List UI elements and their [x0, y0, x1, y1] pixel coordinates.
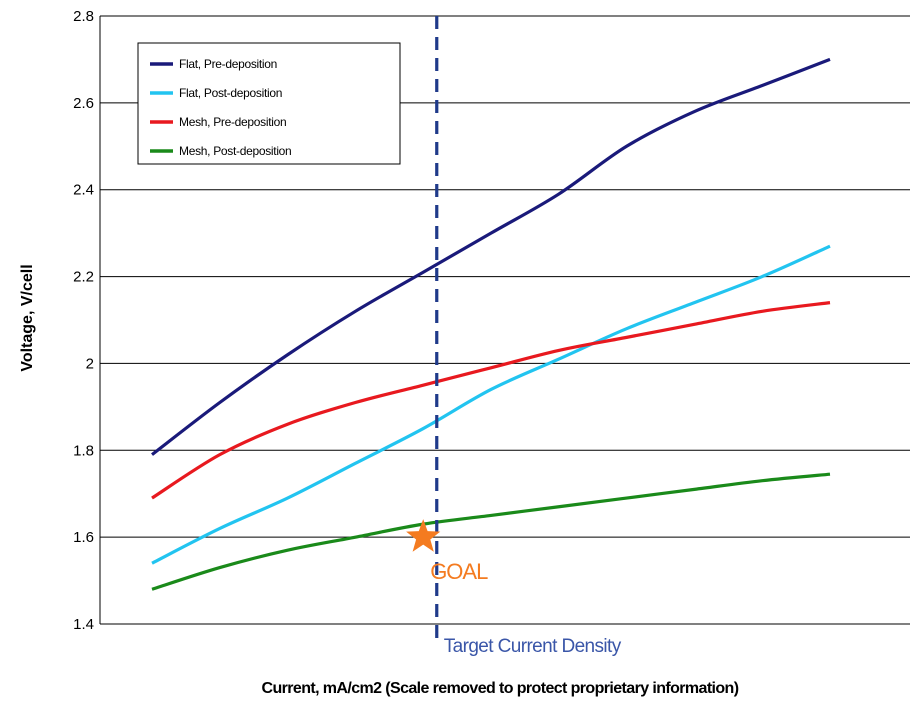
x-axis-title: Current, mA/cm2 (Scale removed to protec…	[262, 680, 739, 697]
y-tick-label: 2	[86, 355, 94, 372]
y-tick-label: 2.4	[73, 182, 94, 199]
y-tick-label: 1.6	[73, 529, 94, 546]
series-line-1	[151, 244, 831, 565]
legend-label: Flat, Post-deposition	[179, 86, 282, 100]
y-axis-title: Voltage, V/cell	[19, 264, 36, 371]
y-tick-label: 2.2	[73, 269, 94, 286]
y-tick-label: 2.8	[73, 8, 94, 25]
series-line-2	[151, 301, 831, 500]
goal-star-icon	[406, 519, 441, 552]
legend-label: Mesh, Pre-deposition	[179, 115, 286, 129]
legend-box	[137, 42, 401, 165]
y-tick-label: 1.4	[73, 616, 94, 633]
series-line-0	[151, 57, 831, 456]
target-current-density-label: Target Current Density	[444, 636, 622, 657]
series-lines	[151, 57, 831, 591]
legend-label: Flat, Pre-deposition	[179, 57, 277, 71]
y-tick-labels: 1.4 1.6 1.8 2 2.2 2.4 2.6 2.8	[73, 8, 94, 633]
goal-label: GOAL	[430, 559, 488, 584]
legend: Flat, Pre-deposition Flat, Post-depositio…	[137, 42, 401, 165]
y-tick-label: 2.6	[73, 95, 94, 112]
y-tick-label: 1.8	[73, 442, 94, 459]
series-line-3	[151, 472, 831, 591]
annotations: Target Current Density GOAL	[406, 16, 622, 657]
legend-label: Mesh, Post-deposition	[179, 144, 291, 158]
